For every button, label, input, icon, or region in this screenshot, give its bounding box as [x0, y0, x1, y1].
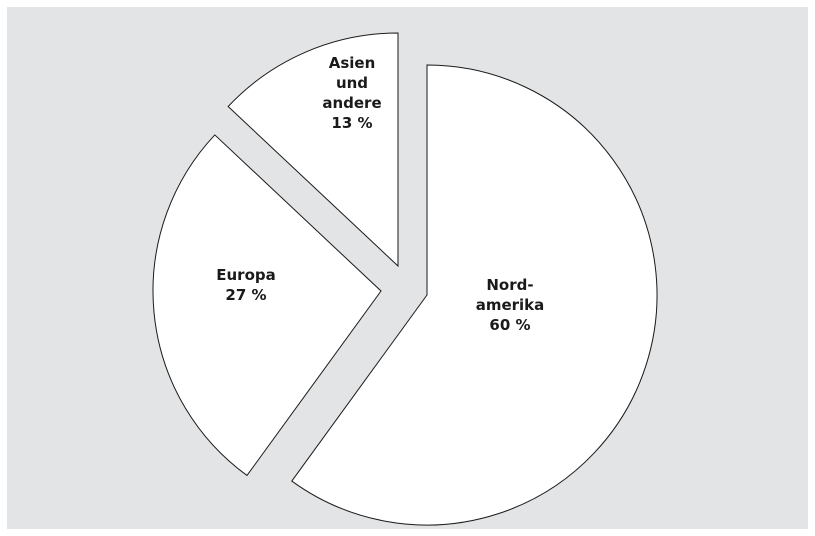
pie-slice-1 — [152, 134, 382, 477]
slice-value-label: 27 % — [225, 286, 266, 304]
pie-slices — [152, 32, 658, 526]
slice-name-label: amerika — [476, 296, 545, 314]
slice-value-label: 13 % — [331, 114, 372, 132]
slice-name-label: und — [336, 74, 368, 92]
pie-slice-2 — [227, 32, 399, 268]
slice-label-2: Asien und andere 13 % — [322, 54, 381, 132]
slice-name-label: Europa — [216, 266, 276, 284]
slice-label-1: Europa 27 % — [216, 266, 276, 304]
pie-slice-0 — [291, 64, 658, 526]
slice-label-0: Nord-amerika 60 % — [476, 276, 545, 334]
pie-labels: Nord-amerika 60 % Europa 27 % Asien und andere… — [216, 54, 544, 334]
slice-name-label: Nord- — [486, 276, 533, 294]
slice-value-label: 60 % — [489, 316, 530, 334]
slice-name-label: Asien — [329, 54, 376, 72]
slice-name-label: andere — [322, 94, 381, 112]
